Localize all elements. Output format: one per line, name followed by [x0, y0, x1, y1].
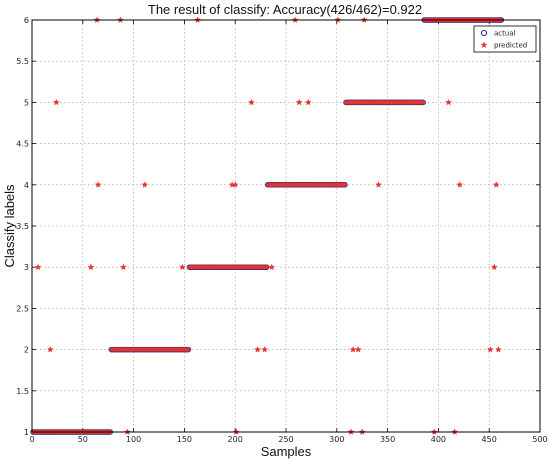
predicted-point	[185, 346, 192, 352]
predicted-misclassified-point	[179, 263, 186, 271]
predicted-misclassified-point	[254, 346, 261, 353]
chart-title: The result of classify: Accuracy(426/462…	[148, 2, 422, 17]
y-tick-label: 3.5	[16, 222, 29, 231]
predicted-misclassified-point	[231, 181, 239, 188]
predicted-misclassified-point	[261, 346, 269, 353]
y-tick-label: 4.5	[16, 140, 29, 149]
x-tick-label: 150	[177, 435, 192, 444]
y-tick-label: 5.5	[16, 57, 29, 66]
predicted-misclassified-point	[456, 181, 464, 188]
predicted-point	[420, 99, 426, 105]
predicted-misclassified-point	[94, 181, 102, 188]
predicted-misclassified-point	[445, 98, 452, 106]
predicted-misclassified-point	[46, 346, 54, 353]
predicted-misclassified-point	[486, 346, 494, 353]
legend-actual-marker	[480, 29, 488, 37]
predicted-misclassified-point	[268, 263, 276, 271]
x-tick-label: 400	[431, 435, 446, 444]
predicted-point	[342, 182, 348, 188]
x-tick-label: 300	[329, 435, 344, 444]
predicted-misclassified-point	[141, 181, 149, 188]
y-tick-label: 3	[24, 263, 29, 272]
y-axis-label: Classify labels	[2, 184, 17, 268]
y-tick-label: 4	[24, 181, 29, 190]
legend-predicted-label: predicted	[494, 42, 527, 50]
x-tick-label: 250	[278, 435, 293, 444]
plot-frame	[31, 19, 541, 433]
predicted-misclassified-point	[354, 346, 362, 353]
predicted-misclassified-point	[87, 263, 95, 271]
x-tick-label: 200	[228, 435, 243, 444]
predicted-misclassified-point	[305, 98, 312, 106]
x-axis-label: Samples	[261, 444, 312, 459]
y-tick-label: 1	[24, 428, 29, 437]
predicted-misclassified-point	[295, 98, 303, 106]
predicted-misclassified-point	[375, 181, 382, 188]
legend: actual predicted	[473, 25, 537, 53]
legend-star-icon	[480, 41, 488, 48]
legend-predicted-marker	[480, 41, 488, 48]
predicted-misclassified-point	[248, 98, 255, 106]
grid-lines	[32, 20, 540, 432]
predicted-misclassified-point	[492, 181, 500, 188]
predicted-misclassified-point	[494, 346, 502, 353]
predicted-misclassified-point	[34, 263, 42, 271]
x-tick-label: 450	[482, 435, 497, 444]
x-tick-label: 500	[532, 435, 547, 444]
predicted-point	[264, 264, 270, 270]
predicted-misclassified-point	[53, 98, 60, 106]
predicted-misclassified-point	[120, 263, 127, 271]
x-tick-label: 50	[78, 435, 88, 444]
x-tick-label: 350	[380, 435, 395, 444]
y-tick-label: 5	[24, 98, 29, 107]
y-tick-label: 2	[24, 346, 29, 355]
y-tick-label: 6	[24, 16, 29, 25]
predicted-misclassified-point	[490, 263, 498, 271]
x-tick-label: 100	[126, 435, 141, 444]
x-tick-label: 0	[29, 435, 34, 444]
legend-actual-label: actual	[494, 30, 516, 38]
y-tick-label: 1.5	[16, 387, 29, 396]
y-tick-label: 2.5	[16, 304, 29, 313]
